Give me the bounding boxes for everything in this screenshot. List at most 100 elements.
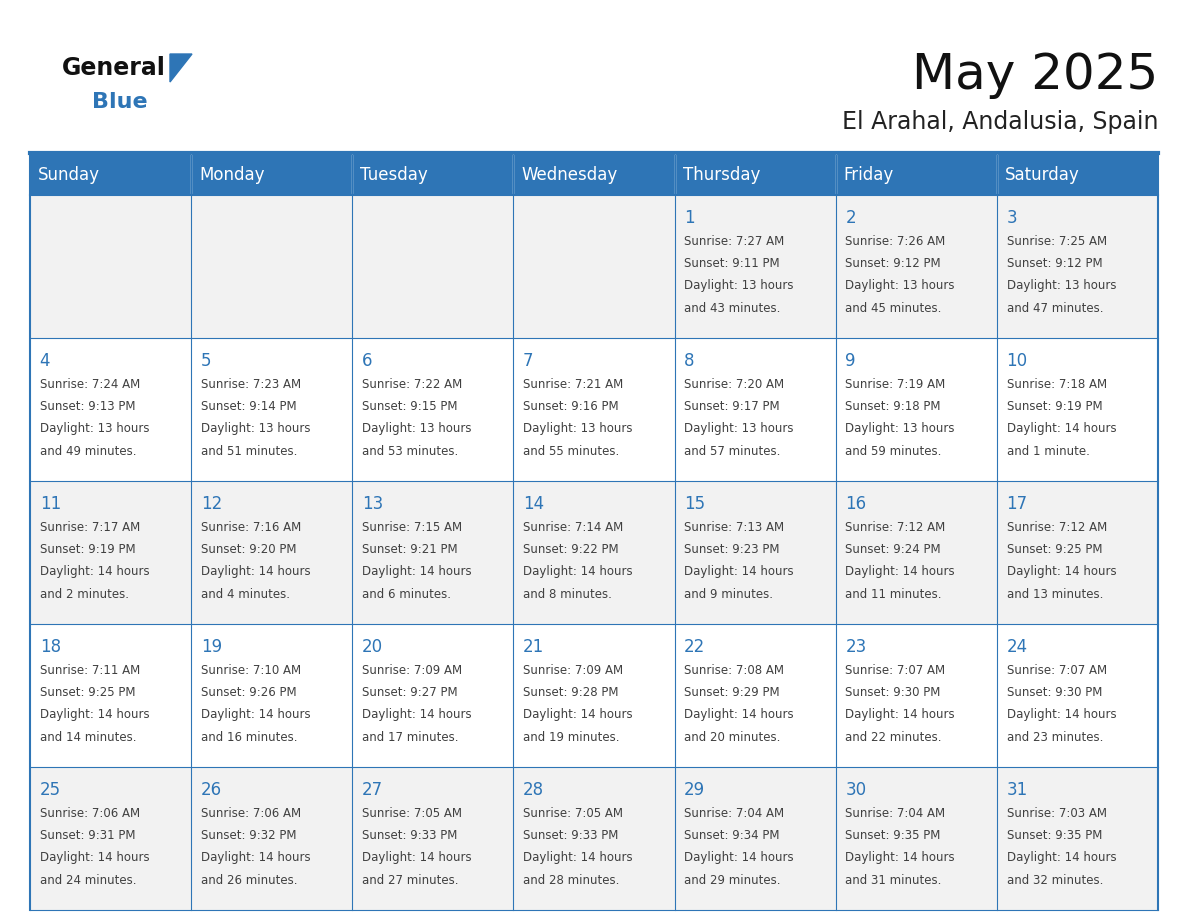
Text: and 2 minutes.: and 2 minutes. [39, 588, 128, 600]
Text: Sunrise: 7:13 AM: Sunrise: 7:13 AM [684, 521, 784, 534]
Text: 31: 31 [1006, 781, 1028, 800]
Text: Daylight: 14 hours: Daylight: 14 hours [846, 709, 955, 722]
Text: Sunrise: 7:12 AM: Sunrise: 7:12 AM [1006, 521, 1107, 534]
Text: Sunrise: 7:05 AM: Sunrise: 7:05 AM [362, 807, 462, 820]
Text: Sunset: 9:26 PM: Sunset: 9:26 PM [201, 686, 297, 700]
Text: and 28 minutes.: and 28 minutes. [523, 874, 619, 887]
Bar [353, 767, 513, 910]
Text: Daylight: 14 hours: Daylight: 14 hours [684, 565, 794, 578]
Text: Daylight: 13 hours: Daylight: 13 hours [846, 279, 955, 292]
Text: Daylight: 14 hours: Daylight: 14 hours [362, 851, 472, 865]
Text: Sunrise: 7:04 AM: Sunrise: 7:04 AM [846, 807, 946, 820]
Text: Sunset: 9:19 PM: Sunset: 9:19 PM [39, 543, 135, 556]
Bar [675, 767, 835, 910]
Bar [191, 767, 353, 910]
Text: and 55 minutes.: and 55 minutes. [523, 444, 619, 457]
Text: Sunset: 9:31 PM: Sunset: 9:31 PM [39, 829, 135, 842]
Text: 18: 18 [39, 638, 61, 656]
Bar [835, 155, 997, 195]
Text: Saturday: Saturday [1005, 166, 1080, 184]
Text: Daylight: 14 hours: Daylight: 14 hours [201, 565, 310, 578]
Text: and 8 minutes.: and 8 minutes. [523, 588, 612, 600]
Text: Sunset: 9:35 PM: Sunset: 9:35 PM [1006, 829, 1102, 842]
Text: 5: 5 [201, 353, 211, 370]
Text: Daylight: 14 hours: Daylight: 14 hours [523, 565, 633, 578]
Bar [353, 624, 513, 767]
Bar [191, 624, 353, 767]
Text: Daylight: 14 hours: Daylight: 14 hours [1006, 851, 1117, 865]
Text: Sunset: 9:30 PM: Sunset: 9:30 PM [1006, 686, 1102, 700]
Bar [30, 624, 191, 767]
Text: Daylight: 13 hours: Daylight: 13 hours [846, 422, 955, 435]
Text: Sunrise: 7:19 AM: Sunrise: 7:19 AM [846, 378, 946, 391]
Text: Daylight: 13 hours: Daylight: 13 hours [523, 422, 632, 435]
Text: Sunset: 9:25 PM: Sunset: 9:25 PM [39, 686, 135, 700]
Polygon shape [170, 54, 192, 82]
Text: 2: 2 [846, 209, 857, 228]
Text: and 51 minutes.: and 51 minutes. [201, 444, 297, 457]
Bar [513, 624, 675, 767]
Text: 24: 24 [1006, 638, 1028, 656]
Text: 27: 27 [362, 781, 383, 800]
Text: and 20 minutes.: and 20 minutes. [684, 731, 781, 744]
Text: and 13 minutes.: and 13 minutes. [1006, 588, 1102, 600]
Text: 15: 15 [684, 496, 706, 513]
Text: Thursday: Thursday [683, 166, 760, 184]
Text: Sunrise: 7:18 AM: Sunrise: 7:18 AM [1006, 378, 1107, 391]
Text: 1: 1 [684, 209, 695, 228]
Bar [835, 481, 997, 624]
Text: 23: 23 [846, 638, 866, 656]
Bar [835, 195, 997, 338]
Text: Sunset: 9:23 PM: Sunset: 9:23 PM [684, 543, 779, 556]
Text: 14: 14 [523, 496, 544, 513]
Text: Tuesday: Tuesday [360, 166, 428, 184]
Text: and 4 minutes.: and 4 minutes. [201, 588, 290, 600]
Text: Daylight: 13 hours: Daylight: 13 hours [684, 422, 794, 435]
Bar [30, 195, 191, 338]
Text: 7: 7 [523, 353, 533, 370]
Text: Daylight: 14 hours: Daylight: 14 hours [362, 709, 472, 722]
Text: Sunset: 9:34 PM: Sunset: 9:34 PM [684, 829, 779, 842]
Text: Sunset: 9:24 PM: Sunset: 9:24 PM [846, 543, 941, 556]
Text: Sunset: 9:18 PM: Sunset: 9:18 PM [846, 400, 941, 413]
Text: Sunrise: 7:04 AM: Sunrise: 7:04 AM [684, 807, 784, 820]
Text: Daylight: 14 hours: Daylight: 14 hours [39, 851, 150, 865]
Text: Sunrise: 7:09 AM: Sunrise: 7:09 AM [523, 664, 624, 677]
Text: Sunrise: 7:15 AM: Sunrise: 7:15 AM [362, 521, 462, 534]
Text: and 11 minutes.: and 11 minutes. [846, 588, 942, 600]
Text: Daylight: 13 hours: Daylight: 13 hours [1006, 279, 1116, 292]
Text: Sunrise: 7:07 AM: Sunrise: 7:07 AM [1006, 664, 1107, 677]
Text: Daylight: 14 hours: Daylight: 14 hours [362, 565, 472, 578]
Text: and 26 minutes.: and 26 minutes. [201, 874, 297, 887]
Text: Daylight: 14 hours: Daylight: 14 hours [39, 709, 150, 722]
Text: Sunset: 9:33 PM: Sunset: 9:33 PM [523, 829, 619, 842]
Text: and 19 minutes.: and 19 minutes. [523, 731, 620, 744]
Text: Sunrise: 7:08 AM: Sunrise: 7:08 AM [684, 664, 784, 677]
Bar [30, 338, 191, 481]
Text: Sunset: 9:12 PM: Sunset: 9:12 PM [1006, 257, 1102, 270]
Text: 21: 21 [523, 638, 544, 656]
Bar [191, 338, 353, 481]
Text: and 27 minutes.: and 27 minutes. [362, 874, 459, 887]
Text: and 32 minutes.: and 32 minutes. [1006, 874, 1102, 887]
Text: Sunset: 9:21 PM: Sunset: 9:21 PM [362, 543, 457, 556]
Bar [30, 767, 191, 910]
Text: Sunset: 9:32 PM: Sunset: 9:32 PM [201, 829, 296, 842]
Text: Sunset: 9:15 PM: Sunset: 9:15 PM [362, 400, 457, 413]
Text: and 22 minutes.: and 22 minutes. [846, 731, 942, 744]
Text: 3: 3 [1006, 209, 1017, 228]
Bar [30, 155, 191, 195]
Text: 20: 20 [362, 638, 383, 656]
Text: Sunrise: 7:06 AM: Sunrise: 7:06 AM [201, 807, 301, 820]
Text: 12: 12 [201, 496, 222, 513]
Text: Sunrise: 7:27 AM: Sunrise: 7:27 AM [684, 235, 784, 248]
Bar [997, 624, 1158, 767]
Text: Sunset: 9:12 PM: Sunset: 9:12 PM [846, 257, 941, 270]
Text: Daylight: 13 hours: Daylight: 13 hours [39, 422, 150, 435]
Text: Daylight: 14 hours: Daylight: 14 hours [39, 565, 150, 578]
Text: Friday: Friday [843, 166, 895, 184]
Text: Sunrise: 7:09 AM: Sunrise: 7:09 AM [362, 664, 462, 677]
Text: Sunset: 9:14 PM: Sunset: 9:14 PM [201, 400, 297, 413]
Bar [191, 481, 353, 624]
Text: 22: 22 [684, 638, 706, 656]
